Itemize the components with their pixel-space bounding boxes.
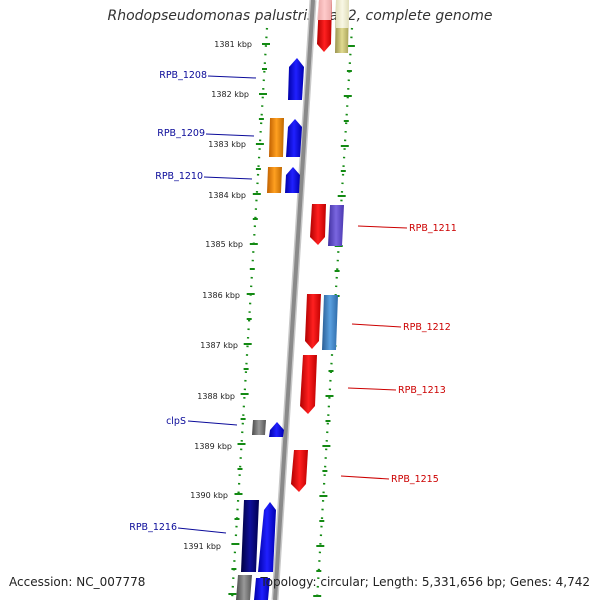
gene-rpb-1216-neighbor[interactable] (258, 502, 276, 572)
ruler-label-1387: 1387 kbp (200, 341, 238, 350)
gene-top-khaki-highlight (336, 0, 349, 28)
leader-rpb-1212 (351, 323, 402, 328)
ruler-labels: 1381 kbp 1382 kbp 1383 kbp 1384 kbp 1385… (183, 40, 252, 551)
left-ruler-ticks (228, 43, 270, 595)
accession-text: Accession: NC_007778 (9, 575, 146, 589)
leader-rpb-1208 (207, 75, 257, 79)
leader-rpb-1215 (340, 475, 390, 480)
gene-rpb-1216[interactable] (241, 500, 259, 572)
gene-rpb-1211[interactable] (310, 204, 326, 245)
gene-rpb-1212[interactable] (305, 294, 321, 349)
leader-rpb-1211 (357, 225, 408, 229)
leader-rpb-1209 (205, 133, 255, 137)
ruler-label-1386: 1386 kbp (202, 291, 240, 300)
ruler-label-1391: 1391 kbp (183, 542, 221, 551)
gene-features (236, 0, 349, 600)
leader-rpb-1213 (347, 387, 397, 391)
left-ruler-track (230, 27, 269, 600)
label-rpb-1216[interactable]: RPB_1216 (129, 522, 177, 533)
gene-rpb-1210-neighbor[interactable] (285, 167, 300, 193)
label-rpb-1212[interactable]: RPB_1212 (403, 322, 451, 333)
gene-rpb-1212-neighbor[interactable] (322, 295, 338, 350)
ruler-label-1383: 1383 kbp (208, 140, 246, 149)
gene-clpS[interactable] (252, 420, 266, 435)
label-rpb-1213[interactable]: RPB_1213 (398, 385, 446, 396)
ruler-label-1384: 1384 kbp (208, 191, 246, 200)
ruler-label-1388: 1388 kbp (197, 392, 235, 401)
leader-rpb-1210 (203, 176, 253, 180)
label-rpb-1209[interactable]: RPB_1209 (157, 128, 205, 139)
label-leaders (177, 75, 408, 534)
label-rpb-1215[interactable]: RPB_1215 (391, 474, 439, 485)
gene-top-red-highlight (317, 0, 332, 20)
gene-clpS-neighbor[interactable] (269, 422, 284, 437)
gene-bottom-gray[interactable] (236, 575, 252, 600)
label-rpb-1210[interactable]: RPB_1210 (155, 171, 203, 182)
ruler-label-1389: 1389 kbp (194, 442, 232, 451)
gene-rpb-1209-neighbor[interactable] (286, 119, 302, 157)
label-rpb-1208[interactable]: RPB_1208 (159, 70, 207, 81)
genome-backbone (273, 0, 315, 600)
leader-rpb-1216 (177, 527, 227, 534)
label-rpb-1211[interactable]: RPB_1211 (409, 223, 457, 234)
map-title: Rhodopseudomonas palustris HaA2, complet… (107, 8, 493, 24)
ruler-label-1390: 1390 kbp (190, 491, 228, 500)
gene-rpb-1213[interactable] (300, 355, 317, 414)
gene-rpb-1211-neighbor[interactable] (328, 205, 344, 246)
topology-text: Topology: circular; Length: 5,331,656 bp… (260, 575, 590, 589)
gene-bottom-blue[interactable] (254, 578, 270, 600)
gene-rpb-1208[interactable] (288, 58, 304, 100)
label-clps[interactable]: clpS (166, 416, 186, 427)
ruler-label-1382: 1382 kbp (211, 90, 249, 99)
ruler-label-1381: 1381 kbp (214, 40, 252, 49)
leader-clps (187, 420, 238, 426)
gene-rpb-1210[interactable] (267, 167, 282, 193)
right-ruler-track (315, 27, 354, 600)
gene-rpb-1209[interactable] (269, 118, 284, 157)
gene-rpb-1215[interactable] (291, 450, 308, 492)
ruler-label-1385: 1385 kbp (205, 240, 243, 249)
gene-labels: RPB_1208 RPB_1209 RPB_1210 clpS RPB_1216… (129, 70, 457, 533)
